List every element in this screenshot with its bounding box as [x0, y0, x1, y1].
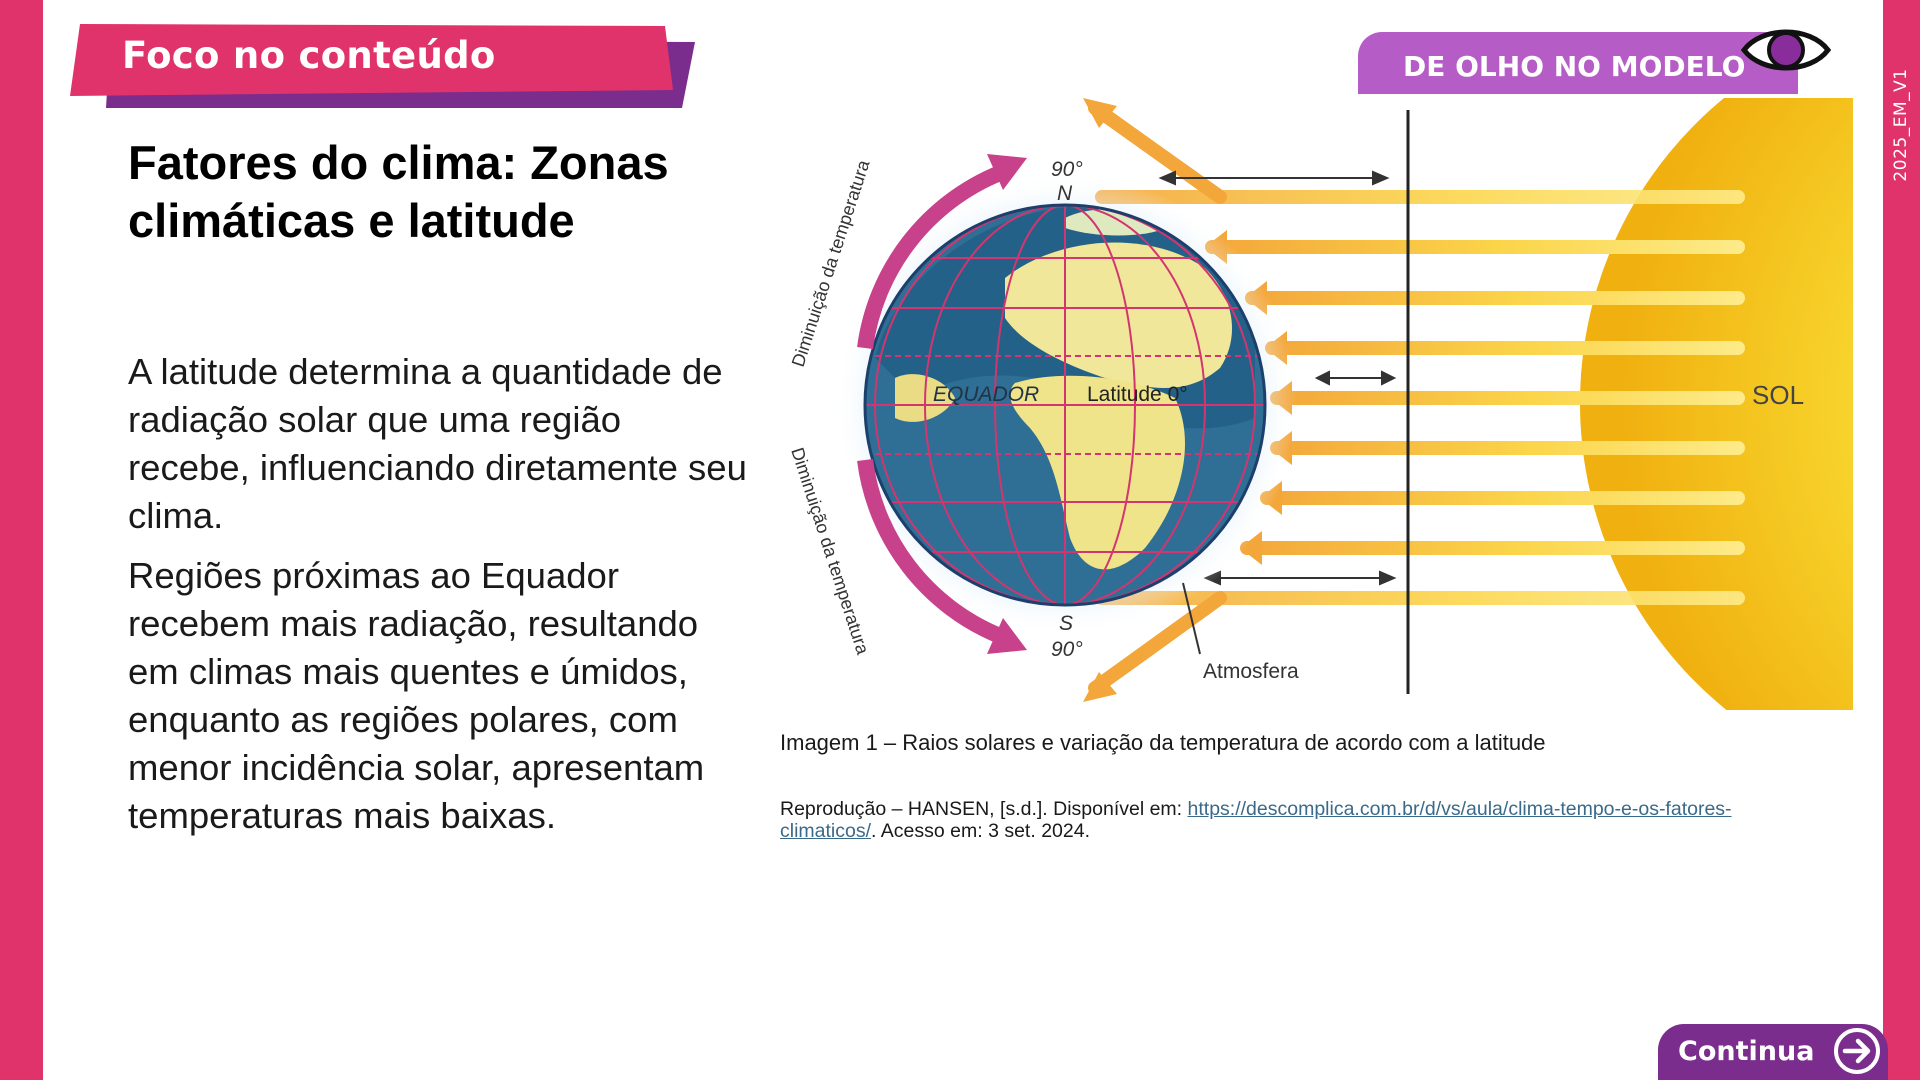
figure-source: Reprodução – HANSEN, [s.d.]. Disponível … [780, 798, 1780, 842]
latitude-label: Latitude 0° [1087, 383, 1188, 406]
distance-arrows [1158, 170, 1397, 586]
source-suffix: . Acesso em: 3 set. 2024. [871, 820, 1090, 842]
side-code: 2025_EM_V1 [1891, 68, 1911, 182]
atmosphere-pointer [1182, 582, 1201, 655]
section-banner: Foco no conteúdo [70, 24, 700, 110]
figure-caption: Imagem 1 – Raios solares e variação da t… [780, 730, 1546, 755]
sun-label: SOL [1752, 380, 1804, 410]
banner-shape [70, 24, 695, 108]
model-tag-label: DE OLHO NO MODELO [1403, 50, 1746, 83]
source-prefix: Reprodução – HANSEN, [s.d.]. Disponível … [780, 798, 1188, 820]
bottom-pole-letter: S [1059, 612, 1073, 635]
model-tag: DE OLHO NO MODELO [1358, 32, 1798, 94]
right-accent-bar: 2025_EM_V1 [1883, 0, 1920, 1080]
continue-button[interactable]: Continua [1658, 1024, 1888, 1080]
temperature-arrows [857, 154, 1027, 654]
continue-label: Continua [1678, 1036, 1815, 1067]
page-title: Fatores do clima: Zonas climáticas e lat… [128, 136, 669, 247]
equator-label: EQUADOR [933, 383, 1039, 406]
globe [863, 203, 1267, 607]
atmosphere-label: Atmosfera [1203, 660, 1299, 683]
paragraph-1: A latitude determina a quantidade de rad… [128, 351, 747, 536]
top-pole-letter: N [1057, 182, 1073, 205]
banner-label: Foco no conteúdo [122, 34, 496, 77]
top-pole-degree: 90° [1051, 158, 1083, 181]
left-accent-bar [0, 0, 43, 1080]
arrow-right-icon [1834, 1028, 1880, 1074]
eye-icon [1740, 29, 1832, 71]
bottom-pole-degree: 90° [1051, 638, 1083, 661]
paragraph-2: Regiões próximas ao Equador recebem mais… [128, 555, 705, 836]
solar-latitude-figure: 90° N S 90° EQUADOR Latitude 0° Atmosfer… [787, 98, 1853, 710]
body-text: A latitude determina a quantidade de rad… [128, 348, 748, 852]
source-link[interactable]: https://descomplica.com.br/d/vs/aula/cli… [780, 798, 1732, 842]
